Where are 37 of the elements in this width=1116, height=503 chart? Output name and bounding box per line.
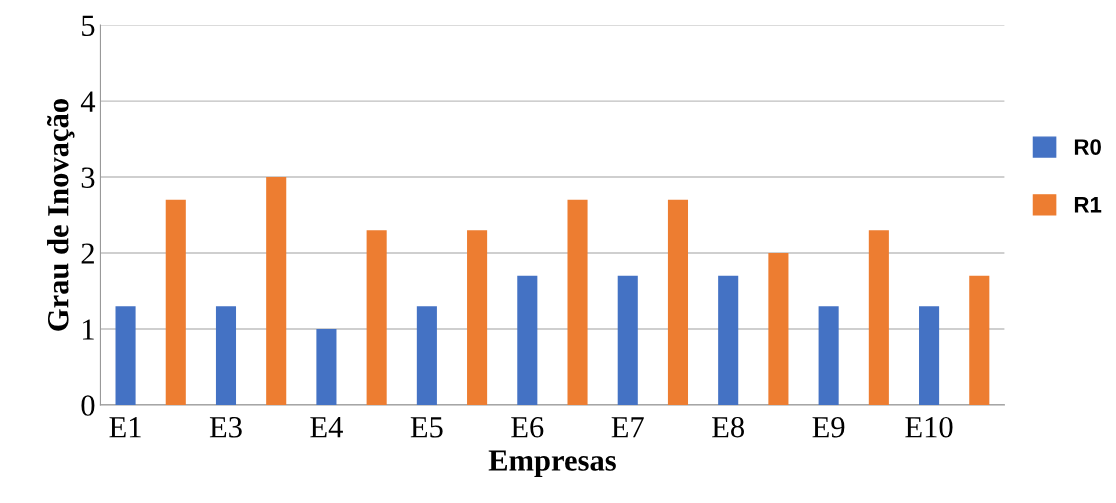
bar: [215, 306, 237, 405]
bar: [416, 306, 437, 405]
x-tick-label: E10: [905, 416, 953, 438]
x-tick-label: E5: [410, 417, 443, 438]
bar: [165, 199, 186, 405]
bar: [115, 306, 136, 405]
y-tick-label: 4: [80, 91, 96, 112]
x-axis-title: Empresas: [488, 450, 616, 477]
x-tick-label: E8: [712, 416, 744, 438]
legend-label: R0: [1074, 139, 1101, 155]
x-tick-label: E6: [511, 417, 544, 438]
bar: [517, 275, 538, 405]
x-tick-label: E9: [812, 417, 845, 438]
x-tick-label: E7: [611, 417, 644, 438]
legend-label: R1: [1074, 197, 1102, 213]
y-axis-title: Grau de Inovação: [46, 99, 75, 331]
x-tick-label: E1: [109, 417, 141, 438]
x-tick-label: E3: [209, 417, 242, 438]
bar: [467, 230, 488, 405]
bar: [266, 177, 287, 405]
bar: [366, 230, 387, 405]
bar: [818, 306, 839, 405]
y-tick-label: 1: [82, 319, 94, 340]
x-tick-label: E4: [310, 417, 343, 438]
y-tick-label: 5: [82, 15, 95, 37]
bar: [617, 275, 638, 405]
bar: [667, 199, 689, 405]
bar: [718, 275, 739, 405]
bar: [567, 199, 588, 405]
bar: [969, 275, 990, 405]
bar: [868, 230, 889, 405]
bar: [768, 253, 789, 405]
y-tick-label: 0: [81, 395, 95, 416]
bar: [316, 328, 337, 405]
bar: [919, 306, 940, 405]
y-tick-label: 2: [81, 243, 94, 264]
y-tick-label: 3: [81, 167, 95, 188]
